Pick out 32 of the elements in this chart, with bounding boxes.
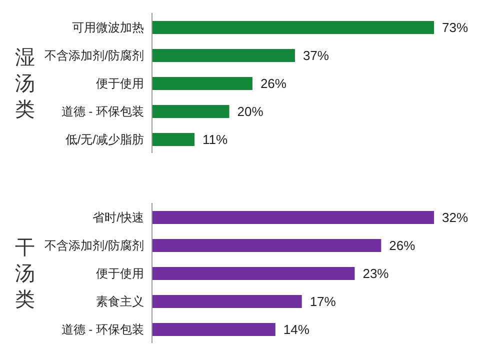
bar: [152, 211, 434, 224]
data-label: 26%: [260, 76, 287, 92]
data-label: 23%: [362, 266, 390, 282]
bar: [152, 295, 302, 308]
y-tick-label: 便于使用: [96, 266, 144, 280]
bar: [152, 239, 382, 252]
data-label: 73%: [442, 20, 469, 36]
y-tick-label: 道德 - 环保包装: [61, 104, 144, 118]
y-tick-label: 便于使用: [96, 76, 144, 90]
y-tick-label: 低/无/减少脂肪: [65, 132, 144, 146]
data-label: 17%: [310, 294, 336, 310]
y-tick-label: 省时/快速: [92, 210, 144, 224]
y-tick-label: 不含添加剂/防腐剂: [44, 48, 144, 62]
y-axis-title: 干汤类: [14, 234, 36, 312]
data-label: 32%: [442, 210, 469, 226]
data-label: 26%: [389, 238, 416, 254]
y-tick-label: 素食主义: [96, 294, 144, 308]
bar: [152, 105, 230, 118]
data-label: 11%: [202, 132, 228, 148]
data-label: 37%: [302, 48, 330, 64]
bar: [152, 133, 194, 146]
y-tick-label: 不含添加剂/防腐剂: [44, 238, 144, 252]
bar: [152, 267, 355, 280]
bar: [152, 49, 295, 62]
y-axis-title: 湿汤类: [14, 44, 36, 122]
y-tick-label: 可用微波加热: [72, 20, 144, 34]
data-label: 20%: [237, 104, 264, 120]
bar: [152, 323, 276, 336]
bar: [152, 77, 252, 90]
data-label: 14%: [283, 322, 310, 338]
bar: [152, 21, 434, 34]
y-tick-label: 道德 - 环保包装: [61, 322, 144, 336]
